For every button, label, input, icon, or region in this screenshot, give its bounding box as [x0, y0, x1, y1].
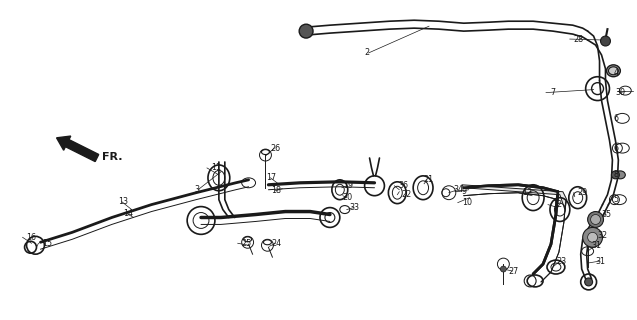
Circle shape — [501, 266, 506, 272]
Text: 11: 11 — [211, 164, 221, 172]
Circle shape — [583, 228, 603, 247]
Polygon shape — [462, 185, 567, 210]
Text: 34: 34 — [454, 185, 464, 194]
Text: 7: 7 — [550, 88, 555, 97]
Circle shape — [585, 278, 592, 286]
Text: 18: 18 — [271, 186, 282, 195]
Text: 15: 15 — [43, 239, 52, 248]
Circle shape — [588, 212, 603, 228]
Text: 28: 28 — [574, 35, 584, 44]
Text: 2: 2 — [364, 48, 369, 57]
Ellipse shape — [608, 67, 619, 75]
Text: 8: 8 — [613, 170, 619, 180]
Text: 21: 21 — [423, 175, 433, 184]
Text: 20: 20 — [343, 193, 353, 202]
Circle shape — [590, 214, 601, 224]
Text: 6: 6 — [613, 144, 619, 153]
Text: 5: 5 — [613, 195, 619, 204]
Text: 26: 26 — [271, 144, 280, 153]
Text: 32: 32 — [598, 231, 608, 240]
Text: 30: 30 — [615, 88, 626, 97]
Ellipse shape — [615, 171, 626, 179]
Text: 9: 9 — [462, 187, 467, 196]
Text: 36: 36 — [398, 181, 408, 190]
Text: 31: 31 — [592, 241, 601, 250]
Text: 14: 14 — [123, 209, 132, 218]
Text: 4: 4 — [613, 68, 619, 77]
Text: 13: 13 — [118, 197, 128, 206]
Text: 10: 10 — [462, 198, 472, 207]
FancyArrow shape — [57, 136, 99, 162]
Text: 19: 19 — [343, 181, 353, 190]
Text: 23: 23 — [556, 257, 566, 266]
Circle shape — [601, 36, 610, 46]
Circle shape — [588, 232, 598, 242]
Ellipse shape — [606, 65, 620, 77]
Circle shape — [612, 171, 619, 179]
Circle shape — [299, 24, 313, 38]
Text: 35: 35 — [601, 210, 612, 219]
Text: 27: 27 — [508, 267, 519, 276]
Text: 16: 16 — [27, 233, 36, 242]
Text: 6: 6 — [613, 114, 619, 123]
Text: 22: 22 — [401, 190, 412, 199]
Text: 25: 25 — [241, 239, 252, 248]
Text: 3: 3 — [194, 185, 199, 194]
Text: 31: 31 — [596, 257, 606, 266]
Text: 29: 29 — [578, 188, 588, 197]
Text: 33: 33 — [350, 203, 360, 212]
Text: FR.: FR. — [102, 152, 122, 162]
Text: 17: 17 — [266, 173, 276, 182]
Text: 12: 12 — [522, 188, 533, 197]
Text: 12: 12 — [552, 200, 562, 209]
Text: 24: 24 — [271, 239, 282, 248]
